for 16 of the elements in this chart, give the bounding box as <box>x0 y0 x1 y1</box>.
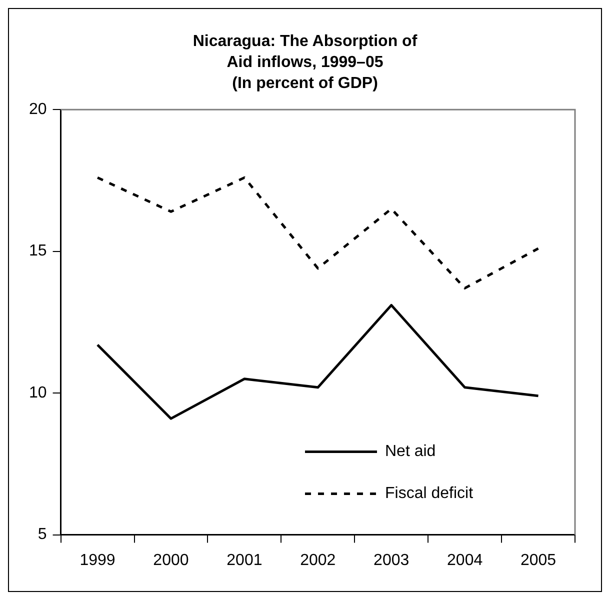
y-tick-label: 15 <box>29 242 47 260</box>
y-tick-label: 20 <box>29 101 47 118</box>
y-tick-label: 10 <box>29 384 47 402</box>
x-tick-label: 2004 <box>447 552 483 569</box>
x-tick-label: 1999 <box>80 552 116 569</box>
y-tick-label: 5 <box>38 526 47 544</box>
legend-label: Fiscal deficit <box>385 485 474 502</box>
legend-label: Net aid <box>385 443 436 460</box>
x-tick-label: 2003 <box>374 552 410 569</box>
chart-title: Nicaragua: The Absorption of Aid inflows, 1999–05 <box>192 32 418 73</box>
line-series <box>96 176 540 290</box>
x-tick-label: 2002 <box>300 552 336 569</box>
chart-subtitle: (In percent of GDP) <box>231 74 379 94</box>
x-tick-label: 2001 <box>226 552 262 569</box>
x-tick-label: 2005 <box>520 552 556 569</box>
x-tick-label: 2000 <box>153 552 189 569</box>
